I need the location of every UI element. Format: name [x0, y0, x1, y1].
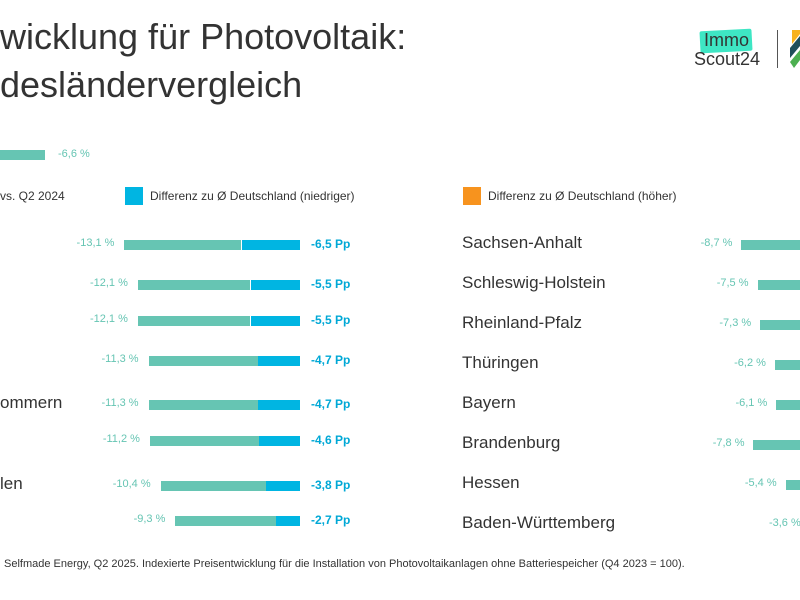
value-label: -7,8 % [712, 437, 745, 449]
title-line-2: desländervergleich [0, 64, 303, 105]
state-name: len [0, 474, 23, 493]
value-label: -6,2 % [734, 357, 766, 369]
value-label: -5,4 % [744, 477, 777, 489]
logo-text-1: Immo [704, 30, 749, 50]
diff-bar [258, 436, 300, 446]
diff-bar [257, 400, 300, 410]
diff-label: -4,7 Pp [311, 397, 351, 411]
diff-bar [275, 516, 300, 526]
value-label: -11,3 % [101, 397, 139, 409]
state-name: ommern [0, 393, 63, 412]
state-name: Schleswig-Holstein [462, 273, 606, 292]
footnote: Selfmade Energy, Q2 2025. Indexierte Pre… [4, 558, 685, 570]
legend-teal-label: vs. Q2 2024 [0, 189, 65, 203]
value-bar [148, 356, 258, 366]
germany-average-bar [0, 150, 45, 160]
value-label: -13,1 % [76, 237, 115, 249]
diff-label: -2,7 Pp [311, 513, 351, 527]
value-label: -11,3 % [101, 353, 139, 365]
value-label: -10,4 % [112, 478, 151, 490]
value-bar [160, 481, 266, 491]
legend-orange-swatch [463, 187, 481, 205]
value-label: -6,1 % [735, 397, 768, 409]
diff-label: -4,6 Pp [311, 433, 351, 447]
diff-bar [257, 356, 300, 366]
state-name: Sachsen-Anhalt [462, 233, 583, 252]
value-bar [137, 316, 251, 326]
value-bar [776, 400, 800, 410]
state-name: Bayern [462, 393, 516, 412]
title-line-1: wicklung für Photovoltaik: [0, 16, 407, 57]
value-label: -11,2 % [102, 433, 140, 445]
immoscout24-logo: Immo Scout24 [694, 28, 764, 72]
value-label: -12,1 % [89, 277, 128, 289]
value-label: -8,7 % [700, 237, 733, 249]
value-bar [124, 240, 242, 250]
legend-orange-label: Differenz zu Ø Deutschland (höher) [488, 189, 677, 203]
value-bar [757, 280, 800, 290]
value-label: -7,5 % [716, 277, 749, 289]
logo-text-2: Scout24 [694, 49, 761, 69]
state-name: Rheinland-Pfalz [462, 313, 583, 332]
state-name: Baden-Württemberg [462, 513, 616, 532]
state-name: Thüringen [462, 353, 539, 372]
diff-bar [241, 240, 300, 250]
value-bar [148, 400, 258, 410]
diff-label: -5,5 Pp [311, 313, 351, 327]
value-label: -12,1 % [89, 313, 128, 325]
diff-label: -3,8 Pp [311, 478, 351, 492]
legend-blue-label: Differenz zu Ø Deutschland (niedriger) [150, 189, 355, 203]
value-bar [760, 320, 800, 330]
diff-label: -5,5 Pp [311, 277, 351, 291]
diff-bar [265, 481, 300, 491]
value-bar [175, 516, 276, 526]
state-name: Brandenburg [462, 433, 561, 452]
partner-logo-icon [790, 30, 800, 68]
value-bar [753, 440, 800, 450]
value-bar [137, 280, 251, 290]
state-name: Hessen [462, 473, 520, 492]
value-bar [785, 480, 800, 490]
value-label: -7,3 % [719, 317, 752, 329]
value-label: -3,6 % [768, 517, 800, 529]
diff-bar [250, 280, 300, 290]
logo-divider [777, 30, 778, 68]
diff-bar [250, 316, 300, 326]
value-label: -9,3 % [133, 513, 166, 525]
value-bar [741, 240, 800, 250]
legend-blue-swatch [125, 187, 143, 205]
diff-label: -6,5 Pp [311, 237, 351, 251]
value-bar [149, 436, 259, 446]
value-bar [774, 360, 800, 370]
diff-label: -4,7 Pp [311, 353, 351, 367]
germany-average-label: -6,6 % [58, 148, 90, 160]
